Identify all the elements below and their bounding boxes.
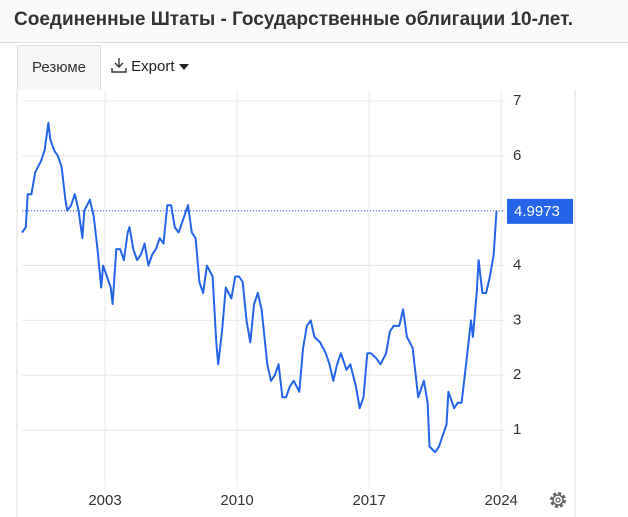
caret xyxy=(178,64,189,70)
export-label: Export xyxy=(131,58,175,75)
y-tick-label: 2 xyxy=(513,366,521,383)
chart-title: Соединенные Штаты - Государственные обли… xyxy=(14,9,573,30)
y-tick-label: 5 xyxy=(513,202,521,219)
tab[interactable]: Резюме xyxy=(17,45,101,90)
y-tick-label: 3 xyxy=(513,311,521,328)
y-tick-label: 6 xyxy=(513,147,521,164)
x-tick-label: 2010 xyxy=(220,492,253,509)
y-tick-label: 4 xyxy=(513,257,521,274)
y-tick-label: 1 xyxy=(513,421,521,438)
settings-icon[interactable] xyxy=(550,492,566,508)
download-icon xyxy=(111,58,127,73)
last-value-label: 4.9973 xyxy=(514,203,560,220)
export-button[interactable]: Export xyxy=(111,45,189,89)
header: Соединенные Штаты - Государственные обли… xyxy=(0,0,628,43)
last-value-box xyxy=(507,198,573,224)
y-tick-label: 7 xyxy=(513,92,521,109)
x-tick-label: 2017 xyxy=(352,492,385,509)
x-tick-label: 2003 xyxy=(88,492,121,509)
x-tick-label: 2024 xyxy=(485,492,518,509)
line xyxy=(21,121,498,454)
